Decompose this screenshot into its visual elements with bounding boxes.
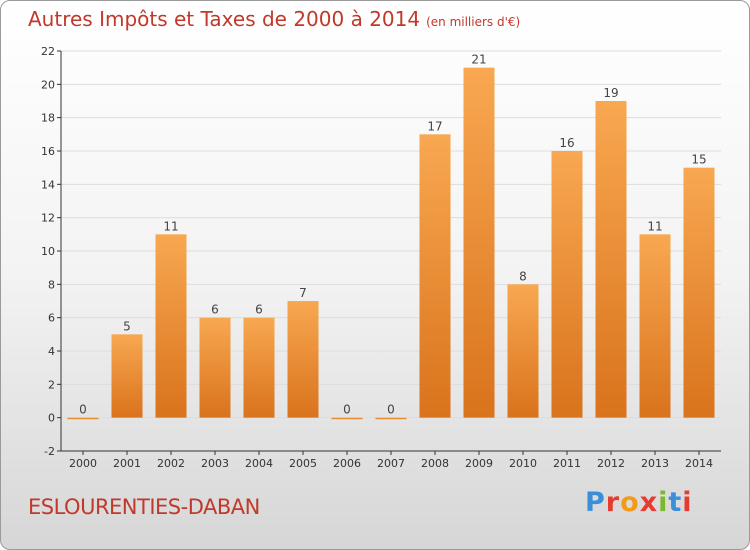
x-tick-label: 2006 — [333, 457, 361, 470]
y-tick-label: 14 — [41, 178, 55, 191]
data-label: 6 — [255, 303, 263, 317]
x-tick-label: 2010 — [509, 457, 537, 470]
x-tick-label: 2012 — [597, 457, 625, 470]
bar — [595, 101, 627, 418]
brand-letter: P — [585, 487, 606, 518]
bar — [507, 284, 539, 418]
bar — [419, 134, 451, 418]
bar — [199, 317, 231, 418]
data-label: 5 — [123, 319, 131, 333]
proxiti-logo[interactable]: Proxiti — [585, 487, 693, 518]
y-tick-label: 20 — [41, 78, 55, 91]
y-tick-label: 0 — [48, 412, 55, 425]
x-tick-label: 2004 — [245, 457, 273, 470]
bar — [375, 417, 407, 420]
bar — [683, 167, 715, 418]
y-tick-label: 22 — [41, 45, 55, 58]
brand-letter: t — [668, 487, 683, 518]
brand-letter: r — [605, 487, 621, 518]
data-label: 16 — [559, 136, 574, 150]
y-tick-label: 2 — [48, 378, 55, 391]
bar — [155, 234, 187, 418]
data-label: 11 — [163, 219, 178, 233]
bar — [551, 151, 583, 418]
data-label: 0 — [79, 403, 87, 417]
y-tick-label: 12 — [41, 212, 55, 225]
x-tick-label: 2008 — [421, 457, 449, 470]
data-label: 15 — [691, 153, 706, 167]
x-tick-label: 2002 — [157, 457, 185, 470]
labels-layer: 0 5 11 6 6 7 0 0 17 21 8 16 19 11 15 — [79, 53, 706, 417]
y-tick-label: 10 — [41, 245, 55, 258]
chart-subtitle: (en milliers d'€) — [426, 15, 521, 29]
x-tick-label: 2007 — [377, 457, 405, 470]
data-label: 0 — [343, 403, 351, 417]
bar — [639, 234, 671, 418]
commune-name: ESLOURENTIES-DABAN — [28, 495, 260, 519]
axis-layer: -2 0 2 4 6 8 10 12 14 16 18 20 22 2000 2001 2002 2003 200… — [41, 45, 721, 470]
x-tick-label: 2000 — [69, 457, 97, 470]
brand-letter: i — [658, 487, 669, 518]
x-tick-label: 2009 — [465, 457, 493, 470]
bar — [67, 417, 99, 420]
data-label: 11 — [647, 219, 662, 233]
x-tick-label: 2001 — [113, 457, 141, 470]
bar — [287, 301, 319, 418]
bar — [243, 317, 275, 418]
y-tick-label: 4 — [48, 345, 55, 358]
brand-letter: o — [620, 487, 640, 518]
bar — [463, 67, 495, 418]
data-label: 21 — [471, 53, 486, 67]
title-line: Autres Impôts et Taxes de 2000 à 2014 (en… — [28, 7, 520, 31]
data-label: 7 — [299, 286, 307, 300]
brand-letter: i — [682, 487, 693, 518]
x-tick-label: 2014 — [685, 457, 713, 470]
y-tick-label: 18 — [41, 112, 55, 125]
y-tick-label: 8 — [48, 278, 55, 291]
data-label: 8 — [519, 269, 527, 283]
bar — [331, 417, 363, 420]
data-label: 6 — [211, 303, 219, 317]
x-tick-label: 2003 — [201, 457, 229, 470]
bar — [111, 334, 143, 418]
bars-layer — [67, 67, 715, 420]
data-label: 17 — [427, 119, 442, 133]
y-tick-label: 16 — [41, 145, 55, 158]
x-tick-label: 2011 — [553, 457, 581, 470]
data-label: 0 — [387, 403, 395, 417]
chart-title: Autres Impôts et Taxes de 2000 à 2014 — [28, 7, 421, 31]
y-tick-label: 6 — [48, 312, 55, 325]
data-label: 19 — [603, 86, 618, 100]
y-tick-label: -2 — [44, 445, 55, 458]
brand-letter: x — [639, 487, 659, 518]
x-tick-label: 2005 — [289, 457, 317, 470]
x-tick-label: 2013 — [641, 457, 669, 470]
